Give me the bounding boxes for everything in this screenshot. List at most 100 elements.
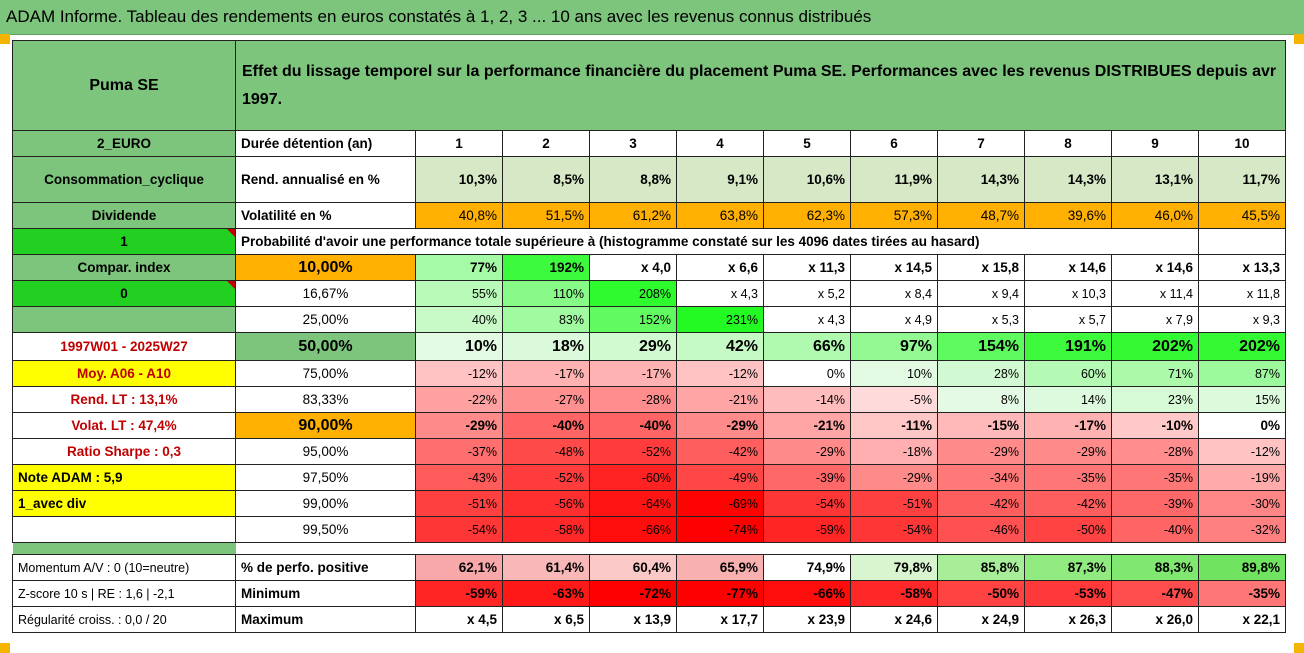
quantile-cell: -34% bbox=[937, 464, 1025, 491]
quantile-pct: 83,33% bbox=[235, 386, 416, 413]
min-cell: -72% bbox=[589, 580, 677, 607]
quantile-cell: -40% bbox=[1111, 516, 1199, 543]
max-cell: x 17,7 bbox=[676, 606, 764, 633]
quantile-cell: -28% bbox=[1111, 438, 1199, 465]
quantile-cell: 55% bbox=[415, 280, 503, 307]
quantile-cell: 77% bbox=[415, 254, 503, 281]
quantile-pct: 97,50% bbox=[235, 464, 416, 491]
quantile-pct: 25,00% bbox=[235, 306, 416, 333]
vol-cell: 40,8% bbox=[415, 202, 503, 229]
quantile-cell: -21% bbox=[763, 412, 851, 439]
quantile-cell: -39% bbox=[1111, 490, 1199, 517]
max-label: Maximum bbox=[235, 606, 416, 633]
max-cell: x 23,9 bbox=[763, 606, 851, 633]
quantile-cell: -39% bbox=[763, 464, 851, 491]
quantile-cell: -37% bbox=[415, 438, 503, 465]
quantile-cell: -52% bbox=[589, 438, 677, 465]
min-label: Minimum bbox=[235, 580, 416, 607]
quantile-cell: 40% bbox=[415, 306, 503, 333]
year-header: 6 bbox=[850, 130, 938, 157]
quantile-cell: -43% bbox=[415, 464, 503, 491]
rend-label: Rend. annualisé en % bbox=[235, 156, 416, 203]
quantile-cell: 97% bbox=[850, 332, 938, 361]
quantile-cell: 191% bbox=[1024, 332, 1112, 361]
quantile-cell: 0% bbox=[763, 360, 851, 387]
quantile-cell: -49% bbox=[676, 464, 764, 491]
quantile-cell: -59% bbox=[763, 516, 851, 543]
quantile-cell: 10% bbox=[415, 332, 503, 361]
quantile-pct: 95,00% bbox=[235, 438, 416, 465]
quantile-cell: x 11,8 bbox=[1198, 280, 1286, 307]
quantile-cell: x 11,4 bbox=[1111, 280, 1199, 307]
subtitle: Effet du lissage temporel sur la perform… bbox=[235, 40, 1286, 131]
quantile-cell: -29% bbox=[676, 412, 764, 439]
min-cell: -59% bbox=[415, 580, 503, 607]
quantile-cell: x 14,5 bbox=[850, 254, 938, 281]
proba-row: 1 Probabilité d'avoir une performance to… bbox=[12, 228, 1286, 255]
quantile-cell: -12% bbox=[415, 360, 503, 387]
quantile-pct: 99,00% bbox=[235, 490, 416, 517]
dividende-label: Dividende bbox=[12, 202, 236, 229]
vol-cell: 46,0% bbox=[1111, 202, 1199, 229]
quantile-cell: 87% bbox=[1198, 360, 1286, 387]
quantile-cell: -46% bbox=[937, 516, 1025, 543]
quantile-cell: x 4,9 bbox=[850, 306, 938, 333]
quantile-cell: x 8,4 bbox=[850, 280, 938, 307]
quantile-cell: -40% bbox=[589, 412, 677, 439]
year-header: 5 bbox=[763, 130, 851, 157]
quantile-cell: 8% bbox=[937, 386, 1025, 413]
quantile-cell: 202% bbox=[1198, 332, 1286, 361]
rend-cell: 11,7% bbox=[1198, 156, 1286, 203]
quantile-row: 1_avec div 99,00% -51% -56% -64% -69% -54% -51%… bbox=[12, 490, 1286, 517]
quantile-cell: -30% bbox=[1198, 490, 1286, 517]
quantile-cell: -74% bbox=[676, 516, 764, 543]
quantile-cell: -48% bbox=[502, 438, 590, 465]
quantile-cell: x 4,0 bbox=[589, 254, 677, 281]
quantile-cell: 18% bbox=[502, 332, 590, 361]
quantile-cell: -66% bbox=[589, 516, 677, 543]
corner-marker bbox=[1294, 34, 1304, 44]
vol-cell: 57,3% bbox=[850, 202, 938, 229]
quantile-cell: 66% bbox=[763, 332, 851, 361]
vol-cell: 39,6% bbox=[1024, 202, 1112, 229]
quantile-cell: x 15,8 bbox=[937, 254, 1025, 281]
quantile-cell: -29% bbox=[937, 438, 1025, 465]
quantile-cell: -21% bbox=[676, 386, 764, 413]
quantile-cell: 15% bbox=[1198, 386, 1286, 413]
side-blank bbox=[12, 306, 236, 333]
quantile-cell: -12% bbox=[1198, 438, 1286, 465]
quantile-cell: 83% bbox=[502, 306, 590, 333]
quantile-cell: x 9,4 bbox=[937, 280, 1025, 307]
quantile-cell: -14% bbox=[763, 386, 851, 413]
years-row: 2_EURO Durée détention (an) 1 2 3 4 5 6 7 8 9 10 bbox=[12, 130, 1286, 157]
min-cell: -53% bbox=[1024, 580, 1112, 607]
pos-row: Momentum A/V : 0 (10=neutre) % de perfo.… bbox=[12, 554, 1286, 581]
header-title: ADAM Informe. Tableau des rendements en … bbox=[6, 7, 872, 26]
year-header: 1 bbox=[415, 130, 503, 157]
quantile-cell: 29% bbox=[589, 332, 677, 361]
max-cell: x 26,0 bbox=[1111, 606, 1199, 633]
quantile-cell: -29% bbox=[1024, 438, 1112, 465]
vol-cell: 45,5% bbox=[1198, 202, 1286, 229]
max-cell: x 6,5 bbox=[502, 606, 590, 633]
quantile-cell: 231% bbox=[676, 306, 764, 333]
quantile-row: Note ADAM : 5,9 97,50% -43% -52% -60% -49% -39… bbox=[12, 464, 1286, 491]
quantile-cell: -51% bbox=[850, 490, 938, 517]
max-cell: x 13,9 bbox=[589, 606, 677, 633]
quantile-cell: x 13,3 bbox=[1198, 254, 1286, 281]
year-header: 3 bbox=[589, 130, 677, 157]
quantile-cell: -42% bbox=[1024, 490, 1112, 517]
quantile-cell: x 5,2 bbox=[763, 280, 851, 307]
rend-cell: 14,3% bbox=[937, 156, 1025, 203]
quantile-cell: -29% bbox=[763, 438, 851, 465]
proba-label: Probabilité d'avoir une performance tota… bbox=[235, 228, 1112, 255]
rend-cell: 10,3% bbox=[415, 156, 503, 203]
quantile-row: 0 16,67% 55% 110% 208% x 4,3 x 5,2 x 8,4 x 9,4 x … bbox=[12, 280, 1286, 307]
quantile-cell: x 9,3 bbox=[1198, 306, 1286, 333]
vol-label: Volatilité en % bbox=[235, 202, 416, 229]
quantile-cell: -10% bbox=[1111, 412, 1199, 439]
performance-table: Puma SE Effet du lissage temporel sur la… bbox=[12, 40, 1286, 633]
quantile-pct: 16,67% bbox=[235, 280, 416, 307]
max-cell: x 24,9 bbox=[937, 606, 1025, 633]
quantile-cell: 154% bbox=[937, 332, 1025, 361]
